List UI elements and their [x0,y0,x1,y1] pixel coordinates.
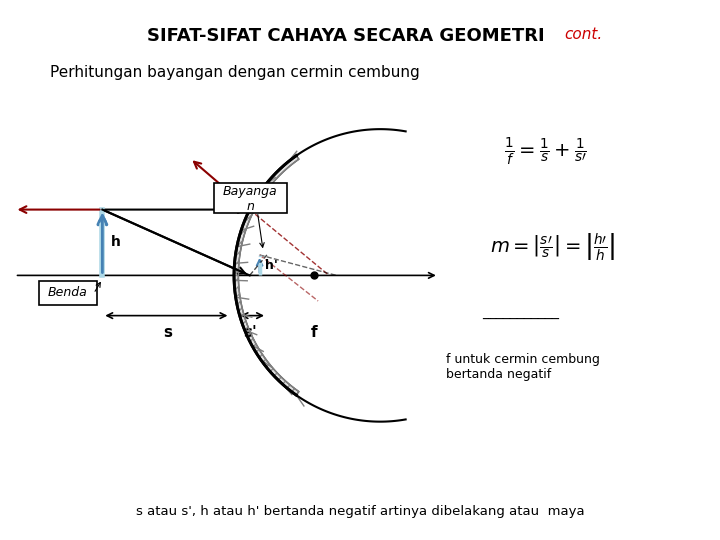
Text: Perhitungan bayangan dengan cermin cembung: Perhitungan bayangan dengan cermin cembu… [50,65,420,80]
Text: h: h [111,235,121,249]
Text: cont.: cont. [564,27,603,42]
Text: $\frac{1}{f} = \frac{1}{s} + \frac{1}{s\prime}$: $\frac{1}{f} = \frac{1}{s} + \frac{1}{s\… [504,136,587,166]
Text: s atau s', h atau h' bertanda negatif artinya dibelakang atau  maya: s atau s', h atau h' bertanda negatif ar… [135,505,585,518]
Text: h': h' [266,259,279,272]
Text: Benda: Benda [48,286,88,300]
FancyBboxPatch shape [214,183,287,213]
Text: s: s [163,325,173,340]
Text: f: f [311,325,318,340]
Text: $m = \left|\frac{s\prime}{s}\right| = \left|\frac{h\prime}{h}\right|$: $m = \left|\frac{s\prime}{s}\right| = \l… [490,232,615,265]
Text: ___________: ___________ [482,306,559,320]
Text: f untuk cermin cembung
bertanda negatif: f untuk cermin cembung bertanda negatif [446,353,600,381]
Text: Bayanga
n: Bayanga n [222,185,277,213]
Text: SIFAT-SIFAT CAHAYA SECARA GEOMETRI: SIFAT-SIFAT CAHAYA SECARA GEOMETRI [147,27,544,45]
FancyBboxPatch shape [39,281,96,305]
Text: s': s' [243,325,257,340]
Polygon shape [234,156,299,395]
